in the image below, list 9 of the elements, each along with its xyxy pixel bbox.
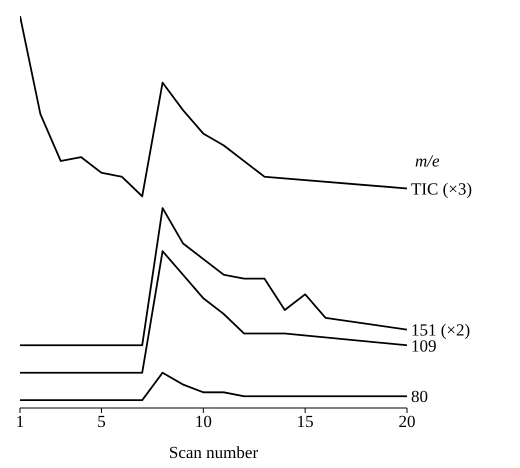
series-label: 80 xyxy=(411,387,428,406)
x-tick-label: 5 xyxy=(97,412,106,432)
legend-title: m/e xyxy=(415,151,440,170)
x-tick-label: 15 xyxy=(296,412,314,432)
x-tick-label: 20 xyxy=(398,412,416,432)
x-axis-title: Scan number xyxy=(168,443,258,462)
series-label: TIC (×3) xyxy=(411,179,472,198)
x-tick-label: 10 xyxy=(194,412,212,432)
x-tick-label: 1 xyxy=(16,412,24,432)
